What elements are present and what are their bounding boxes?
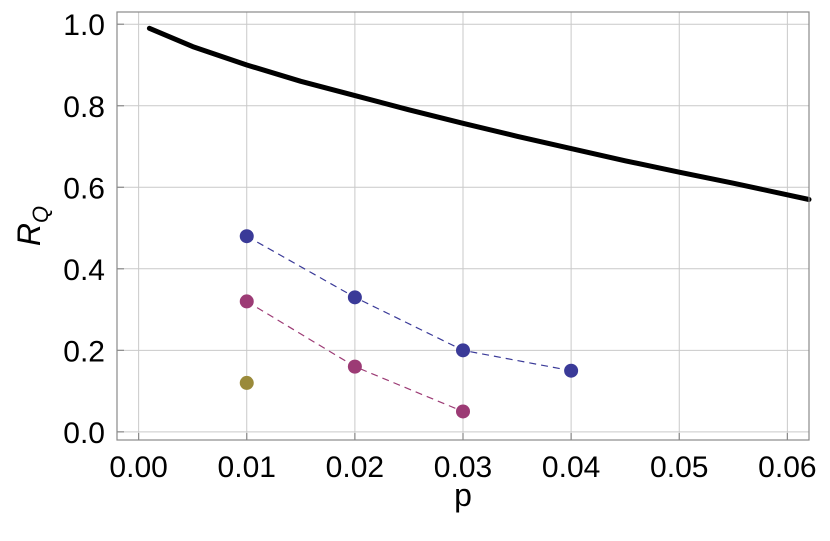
y-tick-label: 0.6 [63, 172, 105, 205]
x-tick-label: 0.01 [218, 451, 276, 484]
series-dashed-line [246, 235, 572, 372]
data-point [456, 343, 470, 358]
y-tick-label: 0.4 [63, 254, 105, 287]
y-tick-label: 1.0 [63, 9, 105, 42]
series-line [146, 25, 812, 202]
x-tick-label: 0.04 [542, 451, 600, 484]
x-tick-label: 0.05 [650, 451, 708, 484]
x-tick-label: 0.06 [758, 451, 816, 484]
y-axis-label-main: R [11, 223, 47, 246]
x-tick-label: 0.02 [326, 451, 384, 484]
y-tick-label: 0.2 [63, 335, 105, 368]
data-point [564, 363, 579, 378]
data-point [239, 229, 254, 244]
data-point [456, 404, 470, 419]
y-tick-label: 0.0 [63, 417, 105, 450]
series-3 [239, 375, 254, 390]
series-1 [239, 229, 579, 378]
y-axis-label-subscript: Q [28, 206, 53, 223]
series-0 [146, 25, 812, 202]
grid-lines [117, 12, 809, 440]
data-point [347, 290, 362, 305]
ticks-layer: 0.00 0.01 0.02 0.03 0.04 0.05 0.06 0.0 0.2 0.4 0.6… [63, 9, 816, 484]
x-axis-label: p [454, 477, 472, 513]
data-point [239, 375, 254, 390]
data-point [239, 294, 254, 309]
data-point [347, 359, 362, 374]
x-tick-label: 0.03 [434, 451, 492, 484]
series-layer [146, 25, 812, 419]
series-2 [239, 294, 470, 419]
x-tick-label: 0.00 [109, 451, 167, 484]
y-tick-label: 0.8 [63, 91, 105, 124]
y-axis-label: RQ [11, 206, 53, 246]
